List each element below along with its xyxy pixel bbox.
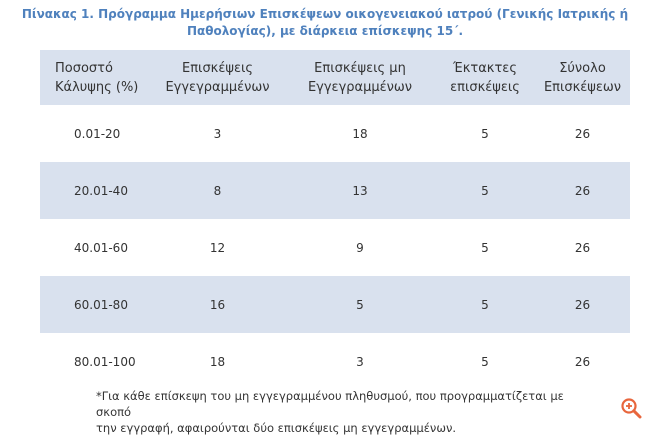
table-row: 80.01-100 18 3 5 26 [40, 333, 630, 390]
cell-total: 26 [574, 354, 591, 369]
cell-coverage: 0.01-20 [74, 126, 121, 141]
cell-registered: 16 [209, 297, 226, 312]
cell-coverage: 20.01-40 [74, 183, 128, 198]
cell-emergency: 5 [481, 297, 489, 312]
cell-registered: 18 [209, 354, 226, 369]
cell-coverage: 40.01-60 [74, 240, 128, 255]
cell-unregistered: 3 [356, 354, 364, 369]
header-registered-visits: Επισκέψεις Εγγεγραμμένων [165, 60, 270, 95]
cell-unregistered: 5 [356, 297, 364, 312]
cell-total: 26 [574, 297, 591, 312]
cell-total: 26 [574, 240, 591, 255]
table-row: 60.01-80 16 5 5 26 [40, 276, 630, 333]
cell-coverage: 80.01-100 [74, 354, 136, 369]
header-coverage: Ποσοστό Κάλυψης (%) [55, 60, 139, 95]
header-total-visits: Σύνολο Επισκέψεων [543, 60, 622, 95]
cell-emergency: 5 [481, 240, 489, 255]
cell-total: 26 [574, 126, 591, 141]
table-row: 40.01-60 12 9 5 26 [40, 219, 630, 276]
table-caption: Πίνακας 1. Πρόγραμμα Ημερήσιων Επισκέψεω… [0, 6, 650, 40]
header-unregistered-visits: Επισκέψεις μη Εγγεγραμμένων [307, 60, 413, 95]
zoom-in-icon[interactable] [620, 397, 644, 419]
cell-total: 26 [574, 183, 591, 198]
table-row: 20.01-40 8 13 5 26 [40, 162, 630, 219]
visits-table: Ποσοστό Κάλυψης (%) Επισκέψεις Εγγεγραμμέν… [40, 50, 630, 390]
header-row: Ποσοστό Κάλυψης (%) Επισκέψεις Εγγεγραμμέν… [40, 50, 630, 105]
header-emergency-visits: Έκτακτες επισκέψεις [450, 60, 520, 95]
cell-registered: 12 [209, 240, 226, 255]
table-footnote: *Για κάθε επίσκεψη του μη εγγεγραμμένου … [96, 388, 596, 436]
cell-emergency: 5 [481, 126, 489, 141]
caption-line-2: Παθολογίας), με διάρκεια επίσκεψης 15΄. [186, 24, 464, 38]
cell-coverage: 60.01-80 [74, 297, 128, 312]
cell-unregistered: 13 [352, 183, 368, 198]
cell-unregistered: 18 [352, 126, 368, 141]
footnote-line-2: την εγγραφή, αφαιρούνται δύο επισκέψεις … [96, 421, 457, 435]
cell-unregistered: 9 [356, 240, 364, 255]
cell-emergency: 5 [481, 354, 489, 369]
footnote-line-1: *Για κάθε επίσκεψη του μη εγγεγραμμένου … [96, 389, 564, 419]
cell-emergency: 5 [481, 183, 489, 198]
cell-registered: 8 [213, 183, 222, 198]
table-row: 0.01-20 3 18 5 26 [40, 105, 630, 162]
cell-registered: 3 [213, 126, 222, 141]
caption-line-1: Πίνακας 1. Πρόγραμμα Ημερήσιων Επισκέψεω… [21, 7, 629, 21]
